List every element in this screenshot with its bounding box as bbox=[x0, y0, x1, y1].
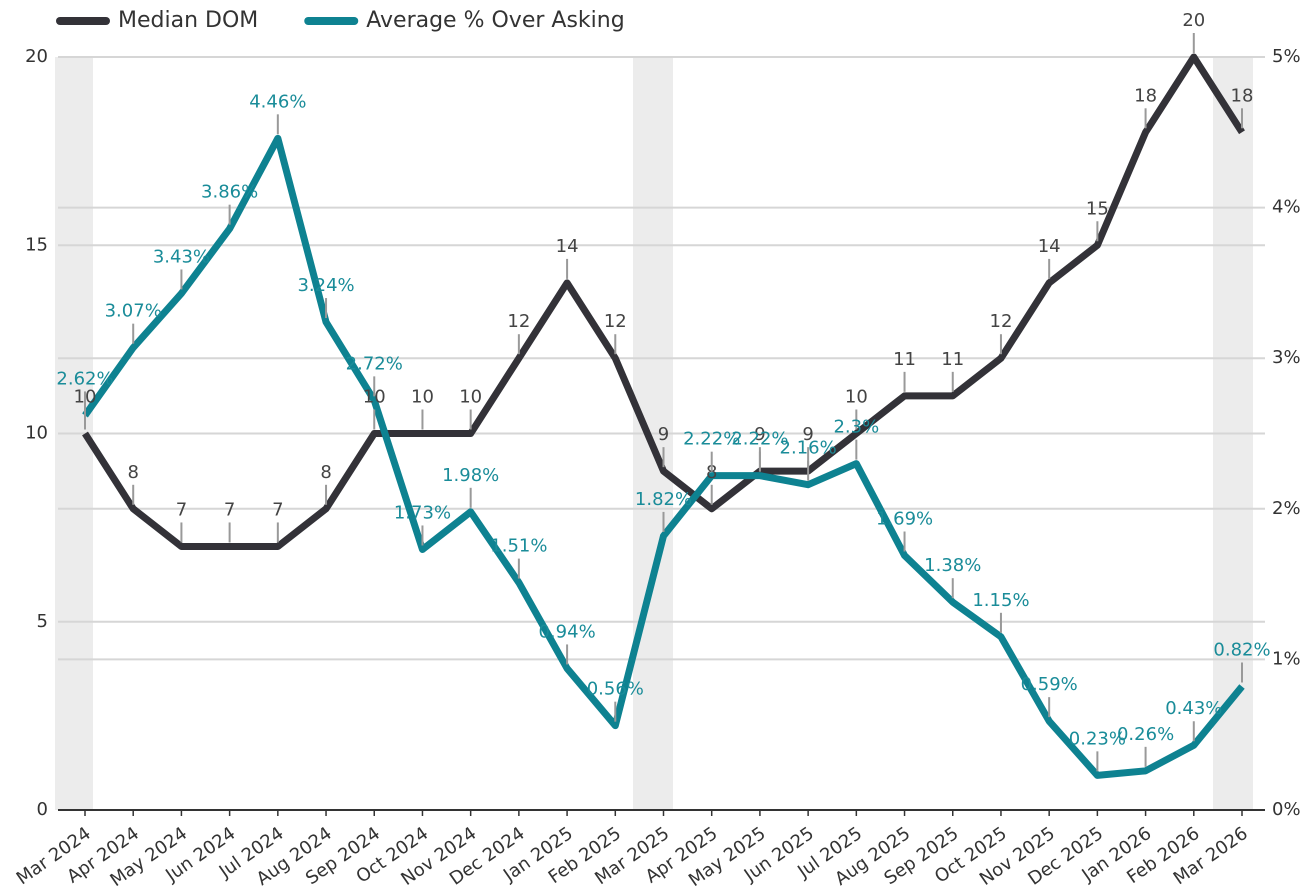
data-label: 10 bbox=[845, 387, 868, 408]
y2-tick-label: 0% bbox=[1272, 799, 1301, 820]
data-label: 1.98% bbox=[442, 465, 499, 486]
data-label: 12 bbox=[507, 311, 530, 332]
y-tick-label: 0 bbox=[37, 799, 48, 820]
data-label: 7 bbox=[224, 499, 235, 520]
y-tick-label: 20 bbox=[25, 46, 48, 67]
data-label: 0.56% bbox=[587, 679, 644, 700]
data-label: 2.3% bbox=[833, 417, 879, 438]
grid bbox=[58, 56, 1265, 816]
data-label: 0.94% bbox=[538, 621, 595, 642]
data-label: 1.69% bbox=[876, 508, 933, 529]
data-label: 0.59% bbox=[1021, 674, 1078, 695]
data-label: 1.73% bbox=[394, 502, 451, 523]
data-label: 18 bbox=[1134, 85, 1157, 106]
data-label: 0.43% bbox=[1165, 698, 1222, 719]
data-label: 2.22% bbox=[683, 429, 740, 450]
data-label: 1.15% bbox=[972, 590, 1029, 611]
data-label: 10 bbox=[363, 387, 386, 408]
data-label: 10 bbox=[459, 387, 482, 408]
data-label: 12 bbox=[990, 311, 1013, 332]
data-label: 11 bbox=[893, 349, 916, 370]
data-label: 4.46% bbox=[249, 91, 306, 112]
data-label: 0.82% bbox=[1213, 640, 1270, 661]
y2-tick-label: 5% bbox=[1272, 46, 1301, 67]
data-label: 14 bbox=[556, 236, 579, 257]
y2-tick-label: 3% bbox=[1272, 347, 1301, 368]
data-label: 20 bbox=[1182, 10, 1205, 31]
y-tick-label: 10 bbox=[25, 423, 48, 444]
data-label: 9 bbox=[658, 424, 669, 445]
data-label: 3.07% bbox=[105, 301, 162, 322]
data-label: 0.26% bbox=[1117, 724, 1174, 745]
data-label: 2.62% bbox=[56, 368, 113, 389]
data-label: 7 bbox=[176, 499, 187, 520]
data-label: 8 bbox=[127, 462, 138, 483]
data-label: 2.22% bbox=[731, 429, 788, 450]
data-label: 14 bbox=[1038, 236, 1061, 257]
data-label: 11 bbox=[941, 349, 964, 370]
data-label: 7 bbox=[272, 499, 283, 520]
legend-label: Average % Over Asking bbox=[366, 8, 624, 33]
data-label: 3.86% bbox=[201, 182, 258, 203]
data-label: 9 bbox=[754, 424, 765, 445]
data-label: 1.38% bbox=[924, 555, 981, 576]
data-label: 2.72% bbox=[346, 353, 403, 374]
y2-tick-label: 2% bbox=[1272, 498, 1301, 519]
data-label: 2.16% bbox=[780, 438, 837, 459]
series-line bbox=[82, 134, 1245, 779]
data-label: 9 bbox=[802, 424, 813, 445]
data-label: 15 bbox=[1086, 198, 1109, 219]
data-label: 18 bbox=[1231, 85, 1254, 106]
y-tick-label: 15 bbox=[25, 234, 48, 255]
data-label: 3.24% bbox=[297, 275, 354, 296]
plot bbox=[82, 53, 1245, 779]
y2-tick-label: 4% bbox=[1272, 197, 1301, 218]
series-line bbox=[82, 53, 1245, 550]
data-label: 12 bbox=[604, 311, 627, 332]
data-label: 0.23% bbox=[1069, 728, 1126, 749]
data-label: 8 bbox=[706, 462, 717, 483]
data-label: 1.51% bbox=[490, 536, 547, 557]
legend-label: Median DOM bbox=[118, 8, 258, 33]
y2-tick-label: 1% bbox=[1272, 648, 1301, 669]
data-label: 1.82% bbox=[635, 489, 692, 510]
y-tick-label: 5 bbox=[37, 611, 48, 632]
data-label: 8 bbox=[320, 462, 331, 483]
data-label: 3.43% bbox=[153, 246, 210, 267]
data-label: 10 bbox=[411, 387, 434, 408]
